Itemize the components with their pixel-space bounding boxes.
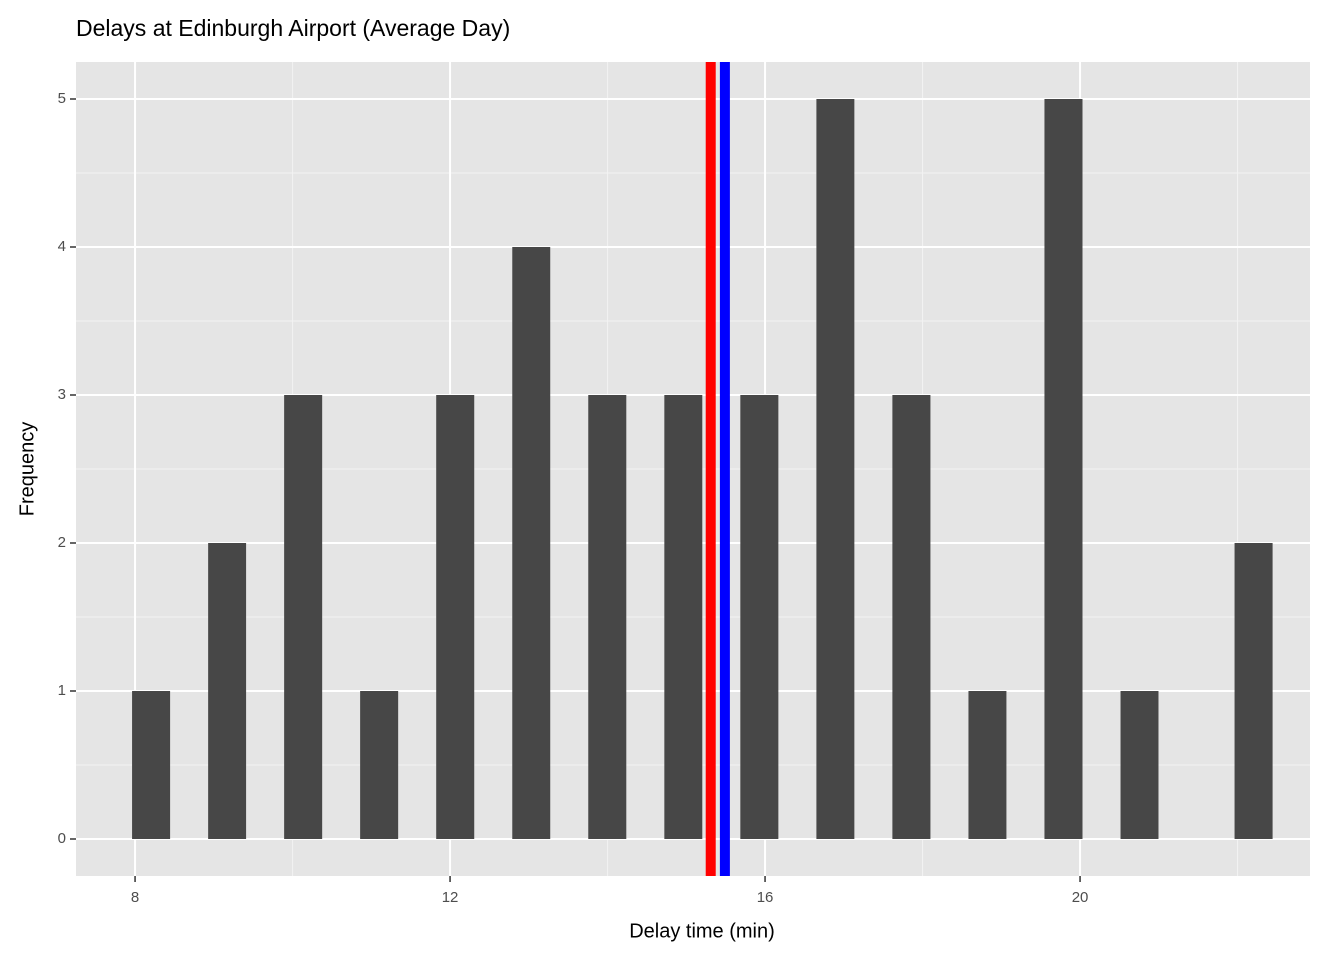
bar (512, 247, 551, 839)
bar (588, 395, 627, 839)
bar (360, 691, 399, 839)
bar (968, 691, 1007, 839)
x-tick-label: 20 (1072, 889, 1089, 906)
bar (1120, 691, 1159, 839)
bar (436, 395, 475, 839)
y-tick-label: 2 (58, 534, 66, 551)
x-tick-label: 12 (442, 889, 459, 906)
y-tick-label: 4 (58, 238, 66, 255)
chart-title: Delays at Edinburgh Airport (Average Day… (76, 15, 510, 41)
y-tick-label: 1 (58, 682, 66, 699)
bar (1234, 543, 1273, 839)
x-axis-label: Delay time (min) (629, 920, 775, 942)
y-axis-label: Frequency (16, 422, 38, 517)
y-tick-label: 0 (58, 830, 66, 847)
bar (892, 395, 931, 839)
bar (284, 395, 323, 839)
x-tick-label: 16 (757, 889, 774, 906)
y-tick-label: 3 (58, 386, 66, 403)
bar (664, 395, 703, 839)
bar (740, 395, 779, 839)
bar (1044, 99, 1083, 839)
bar (132, 691, 171, 839)
bar (816, 99, 855, 839)
y-tick-label: 5 (58, 90, 66, 107)
bar (208, 543, 247, 839)
x-tick-label: 8 (131, 889, 139, 906)
